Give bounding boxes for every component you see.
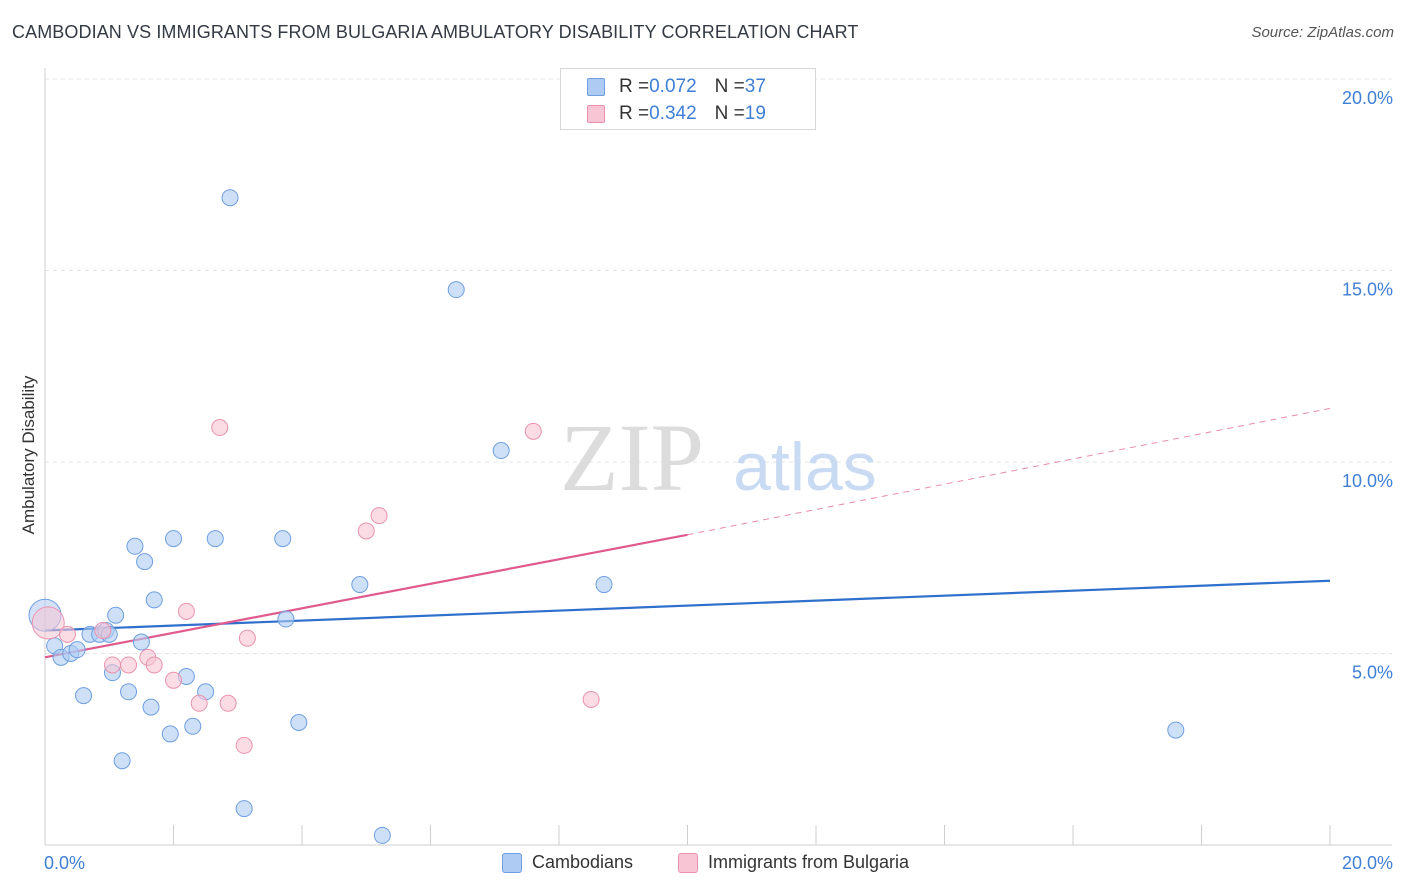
y-axis-label: Ambulatory Disability bbox=[19, 375, 38, 534]
point-cambodians bbox=[113, 752, 131, 770]
x-tick-label-max: 20.0% bbox=[1342, 853, 1393, 873]
point-cambodians bbox=[142, 698, 160, 716]
point-bulgaria bbox=[190, 694, 208, 712]
legend-swatch-blue bbox=[587, 78, 605, 96]
trend-line-0 bbox=[44, 579, 1331, 632]
point-bulgaria bbox=[238, 629, 256, 647]
series-legend: Cambodians Immigrants from Bulgaria bbox=[0, 852, 1406, 878]
point-bulgaria bbox=[94, 622, 112, 640]
y-tick-label: 5.0% bbox=[1352, 663, 1393, 683]
point-cambodians bbox=[75, 687, 93, 705]
tick-labels: 5.0% 10.0% 15.0% 20.0% 0.0% 20.0% bbox=[44, 88, 1393, 873]
point-cambodians bbox=[595, 576, 613, 594]
watermark-zip: ZIP bbox=[560, 404, 704, 511]
data-points bbox=[28, 189, 1185, 844]
n-value: 19 bbox=[744, 103, 766, 124]
r-value: 0.072 bbox=[649, 76, 697, 97]
legend-row-bulgaria: R = 0.342 N = 19 bbox=[587, 101, 766, 127]
legend-row-cambodians: R = 0.072 N = 37 bbox=[587, 74, 766, 100]
point-cambodians bbox=[132, 633, 150, 651]
point-bulgaria bbox=[165, 671, 182, 689]
point-cambodians bbox=[373, 826, 391, 844]
r-value: 0.342 bbox=[649, 103, 697, 124]
legend-swatch-pink bbox=[587, 105, 605, 123]
point-cambodians bbox=[274, 530, 292, 548]
source-label: Source: ZipAtlas.com bbox=[1251, 24, 1394, 41]
r-label: R = bbox=[619, 103, 650, 124]
point-bulgaria bbox=[177, 602, 195, 620]
y-tick-label: 15.0% bbox=[1342, 280, 1393, 300]
grid-lines bbox=[45, 78, 1392, 654]
point-bulgaria bbox=[211, 419, 229, 437]
point-cambodians bbox=[107, 606, 125, 624]
y-tick-label: 20.0% bbox=[1342, 88, 1393, 108]
point-cambodians bbox=[136, 553, 154, 571]
point-bulgaria bbox=[219, 694, 237, 712]
point-cambodians bbox=[235, 800, 253, 818]
legend-item-cambodians[interactable]: Cambodians bbox=[502, 852, 633, 873]
point-bulgaria bbox=[58, 625, 76, 643]
point-bulgaria bbox=[524, 422, 542, 440]
watermark-atlas: atlas bbox=[733, 429, 877, 505]
legend-label: Cambodians bbox=[532, 852, 634, 872]
point-bulgaria bbox=[145, 656, 163, 674]
point-bulgaria bbox=[370, 507, 388, 525]
point-cambodians bbox=[447, 281, 465, 299]
point-cambodians bbox=[126, 537, 144, 555]
point-cambodians bbox=[184, 717, 202, 735]
point-bulgaria bbox=[120, 656, 138, 674]
point-cambodians bbox=[290, 713, 308, 731]
point-bulgaria bbox=[357, 522, 375, 540]
point-bulgaria bbox=[31, 606, 65, 640]
point-cambodians bbox=[165, 530, 182, 548]
point-cambodians bbox=[161, 725, 179, 743]
point-cambodians bbox=[351, 576, 369, 594]
point-cambodians bbox=[68, 641, 86, 659]
point-cambodians bbox=[1167, 721, 1185, 739]
point-cambodians bbox=[492, 442, 510, 460]
trend-lines bbox=[44, 407, 1331, 659]
point-bulgaria bbox=[582, 690, 600, 708]
legend-swatch-blue bbox=[502, 852, 522, 873]
n-label: N = bbox=[714, 103, 745, 124]
legend-item-bulgaria[interactable]: Immigrants from Bulgaria bbox=[678, 852, 909, 873]
axes bbox=[44, 68, 1392, 846]
x-tick-label-min: 0.0% bbox=[44, 853, 85, 873]
chart-title: CAMBODIAN VS IMMIGRANTS FROM BULGARIA AM… bbox=[12, 22, 859, 42]
n-label: N = bbox=[714, 76, 745, 97]
correlation-legend: R = 0.072 N = 37 R = 0.342 N = 19 bbox=[560, 68, 816, 130]
y-tick-label: 10.0% bbox=[1342, 471, 1393, 491]
legend-label: Immigrants from Bulgaria bbox=[708, 852, 910, 872]
trend-line-1 bbox=[44, 533, 688, 659]
n-value: 37 bbox=[744, 76, 766, 97]
point-cambodians bbox=[120, 683, 138, 701]
point-bulgaria bbox=[103, 656, 121, 674]
point-cambodians bbox=[221, 189, 239, 207]
legend-swatch-pink bbox=[678, 852, 698, 873]
point-cambodians bbox=[277, 610, 295, 628]
point-cambodians bbox=[145, 591, 163, 609]
point-cambodians bbox=[206, 530, 224, 548]
r-label: R = bbox=[619, 76, 650, 97]
point-bulgaria bbox=[235, 736, 253, 754]
